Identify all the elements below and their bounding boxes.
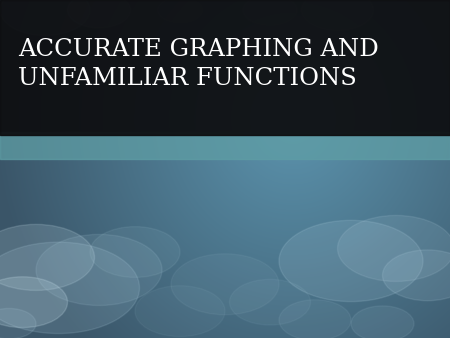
Ellipse shape (171, 254, 279, 315)
Ellipse shape (302, 0, 373, 30)
Ellipse shape (279, 220, 423, 301)
Ellipse shape (243, 0, 297, 25)
Ellipse shape (90, 226, 180, 277)
Ellipse shape (0, 224, 94, 290)
Ellipse shape (0, 0, 90, 35)
Ellipse shape (279, 300, 351, 338)
Text: ACCURATE GRAPHING AND: ACCURATE GRAPHING AND (18, 38, 379, 62)
Ellipse shape (135, 286, 225, 337)
Text: UNFAMILIAR FUNCTIONS: UNFAMILIAR FUNCTIONS (18, 67, 357, 90)
Ellipse shape (351, 306, 414, 338)
Bar (0, 132, 450, 159)
Ellipse shape (0, 309, 36, 338)
Ellipse shape (0, 277, 68, 328)
Ellipse shape (68, 0, 130, 28)
Ellipse shape (158, 0, 202, 23)
Ellipse shape (36, 234, 162, 306)
Ellipse shape (382, 250, 450, 301)
Ellipse shape (230, 279, 310, 325)
Ellipse shape (338, 215, 450, 282)
Bar (0, 0, 450, 135)
Ellipse shape (0, 242, 140, 334)
